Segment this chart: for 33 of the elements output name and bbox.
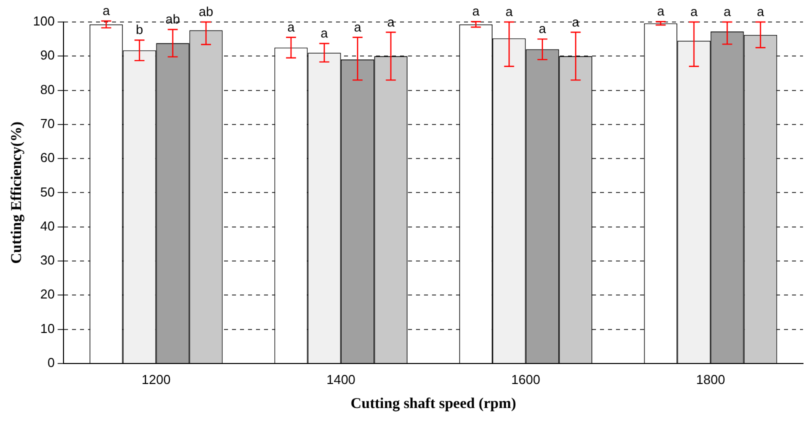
data-label: a <box>538 21 547 36</box>
x-tick-label: 1800 <box>696 372 726 387</box>
y-tick-label: 100 <box>32 14 55 29</box>
data-label: a <box>472 4 480 19</box>
data-label: a <box>724 4 732 20</box>
data-label: a <box>320 26 329 41</box>
data-label: ab <box>198 4 214 20</box>
y-tick-label: 60 <box>40 150 55 166</box>
data-label: a <box>756 4 765 20</box>
data-label: a <box>387 14 396 30</box>
data-label: a <box>506 4 514 20</box>
data-label: a <box>690 4 698 20</box>
y-tick-label: 40 <box>40 218 55 234</box>
y-tick-label: 50 <box>40 184 55 200</box>
data-label: b <box>136 22 144 38</box>
data-label: a <box>572 14 580 30</box>
y-tick-label: 90 <box>40 48 55 63</box>
data-label: a <box>657 4 666 19</box>
x-tick-label: 1400 <box>326 372 356 387</box>
x-tick-label: 1600 <box>511 372 540 387</box>
y-axis-title: Cutting Efficiency(%) <box>8 122 25 264</box>
y-tick-label: 30 <box>40 252 55 268</box>
x-tick-label: 1200 <box>142 372 171 387</box>
data-label: a <box>354 19 362 34</box>
y-tick-label: 80 <box>40 82 55 97</box>
y-tick-label: 10 <box>40 320 55 336</box>
y-tick-label: 0 <box>47 354 55 370</box>
data-label: ab <box>166 12 180 27</box>
data-label: a <box>102 3 111 18</box>
x-axis-title: Cutting shaft speed (rpm) <box>350 396 516 412</box>
y-tick-label: 70 <box>40 116 55 131</box>
y-tick-label: 20 <box>40 286 55 302</box>
data-label: a <box>287 19 296 34</box>
